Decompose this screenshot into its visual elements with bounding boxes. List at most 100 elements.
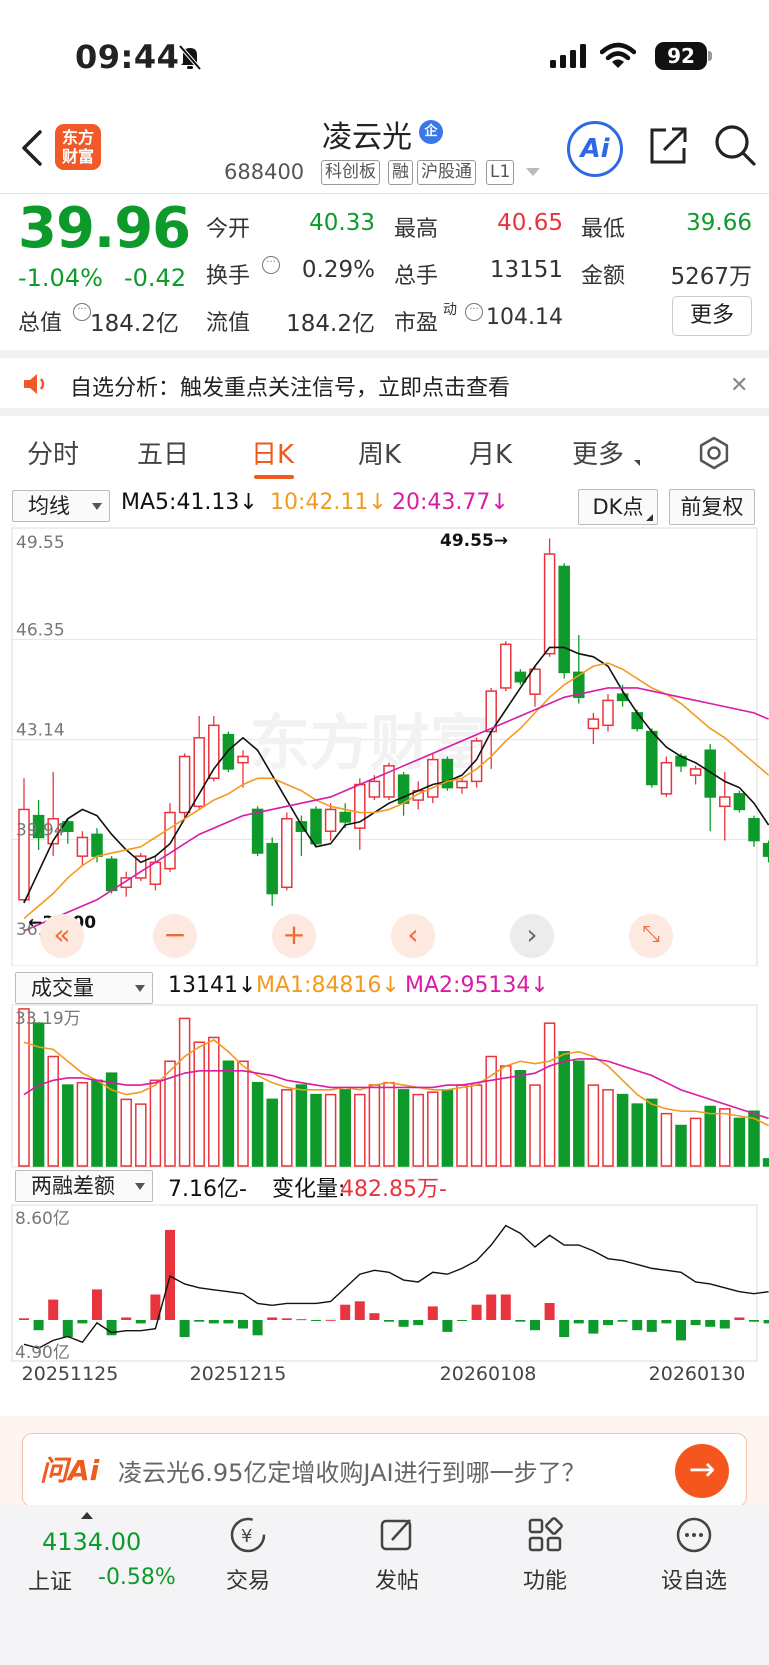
ai-question-bar[interactable] xyxy=(22,1433,747,1507)
margin-bar xyxy=(588,1320,599,1334)
chart-frame xyxy=(11,527,758,966)
volume-bar xyxy=(178,1017,191,1167)
change-percent: -1.04% xyxy=(18,264,103,292)
tags-chevron-down-icon[interactable] xyxy=(526,168,540,176)
volume-bar xyxy=(470,1084,483,1167)
nav-trade[interactable]: ¥ 交易 xyxy=(203,1515,293,1595)
margin-bar xyxy=(719,1320,730,1329)
candle-body xyxy=(120,877,132,889)
tab-weekly-k[interactable]: 周K xyxy=(358,440,402,470)
candle-body xyxy=(733,793,746,811)
candle-body xyxy=(719,796,731,808)
volume-value: 13151 xyxy=(489,257,563,283)
zoom-in-button[interactable]: + xyxy=(272,914,316,958)
ai-suggested-question[interactable]: 凌云光6.95亿定增收购JAI进行到哪一步了？ xyxy=(118,1459,586,1487)
share-icon[interactable] xyxy=(646,124,690,168)
speaker-icon xyxy=(24,374,45,394)
nav-post[interactable]: 发帖 xyxy=(352,1515,442,1595)
margin-bar xyxy=(281,1318,292,1320)
candle-body xyxy=(558,565,570,674)
ai-button[interactable]: Ai xyxy=(567,121,623,177)
scroll-right-button[interactable]: › xyxy=(510,914,554,958)
back-arrow-icon[interactable] xyxy=(18,128,48,168)
candle-body xyxy=(427,758,439,798)
market-cap-info-icon[interactable]: ··· xyxy=(73,303,91,321)
divider xyxy=(0,350,769,358)
volume-bar xyxy=(543,1022,556,1167)
volume-bar xyxy=(412,1093,424,1167)
tab-monthly-k[interactable]: 月K xyxy=(469,440,513,470)
volume-bar xyxy=(208,1036,220,1167)
nav-add-watchlist[interactable]: 设自选 xyxy=(649,1515,739,1595)
margin-bar xyxy=(77,1320,88,1324)
volume-bar xyxy=(62,1084,74,1167)
candle-body xyxy=(91,833,103,857)
alert-message[interactable]: 自选分析：触发重点关注信号，立即点击查看 xyxy=(70,376,511,401)
volume-bar xyxy=(397,1089,410,1167)
scroll-left-button[interactable]: ‹ xyxy=(391,914,435,958)
margin-bar xyxy=(121,1317,132,1320)
volume-ma2: MA2:95134↓ xyxy=(405,973,549,998)
tab-intraday[interactable]: 分时 xyxy=(27,440,80,470)
volume-bar xyxy=(631,1103,643,1167)
volume-bar xyxy=(441,1089,454,1167)
market-cap-label: 总值 xyxy=(18,311,63,336)
zoom-out-button[interactable]: − xyxy=(153,914,197,958)
margin-bar xyxy=(734,1317,745,1320)
arrow-right-icon[interactable]: → xyxy=(675,1444,729,1498)
candle-body xyxy=(237,755,249,764)
volume-bar xyxy=(529,1084,541,1167)
candle-body xyxy=(149,861,162,885)
volume-indicator-select[interactable]: 成交量 xyxy=(15,972,153,1004)
margin-bar xyxy=(573,1320,584,1324)
turnover-info-icon[interactable]: ··· xyxy=(262,256,280,274)
search-icon[interactable] xyxy=(713,122,759,168)
pe-info-icon[interactable]: ··· xyxy=(465,303,483,321)
bell-muted-icon xyxy=(178,44,202,71)
index-expand-caret-icon[interactable] xyxy=(81,1512,93,1519)
volume-ma2-line xyxy=(23,1058,769,1120)
volume-bar xyxy=(660,1112,673,1167)
volume-bar xyxy=(193,1041,205,1167)
tab-daily-k[interactable]: 日K xyxy=(251,440,295,470)
volume-chart[interactable]: 33.19万 xyxy=(0,1004,769,1169)
pe-label: 市盈 xyxy=(394,311,439,336)
margin-bar xyxy=(296,1319,307,1321)
margin-chart[interactable]: 8.60亿 4.90亿 20251125 20251215 20260108 2026… xyxy=(0,1204,769,1384)
indicator-select[interactable]: 均线 xyxy=(12,490,110,522)
edit-icon xyxy=(380,1519,412,1551)
candle-body xyxy=(383,765,395,798)
gear-icon[interactable] xyxy=(697,436,731,470)
ma10-line xyxy=(23,662,769,920)
margin-indicator-select[interactable]: 两融差额 xyxy=(15,1170,153,1202)
ma5-line xyxy=(23,646,769,904)
more-quote-button[interactable]: 更多 xyxy=(672,296,752,336)
margin-bar xyxy=(632,1320,643,1331)
stock-name: 凌云光 xyxy=(322,120,412,155)
candle-body xyxy=(76,836,89,857)
tab-more-caret-icon xyxy=(634,460,640,466)
ma20-line xyxy=(23,687,769,932)
volume-bar xyxy=(18,1008,30,1167)
max-price-annotation: 49.55→ xyxy=(440,531,508,551)
index-change[interactable]: -0.58% xyxy=(98,1565,176,1590)
price-adjust-button[interactable]: 前复权 xyxy=(669,489,755,525)
x-axis-date-label: 20251215 xyxy=(190,1363,287,1384)
candle-body xyxy=(251,808,264,854)
expand-icon[interactable]: ⤡ xyxy=(629,914,673,958)
dk-point-button[interactable]: DK点 xyxy=(578,489,658,525)
logo-line-1: 东方 xyxy=(61,128,94,147)
nav-functions[interactable]: 功能 xyxy=(500,1515,590,1595)
close-icon[interactable]: ✕ xyxy=(730,373,749,398)
margin-bar xyxy=(106,1320,117,1336)
scroll-start-button[interactable]: « xyxy=(40,914,84,958)
tab-five-day[interactable]: 五日 xyxy=(137,440,190,470)
candle-body xyxy=(47,818,59,845)
tab-more[interactable]: 更多 xyxy=(572,440,625,470)
margin-bar xyxy=(500,1294,511,1320)
candle-body xyxy=(193,737,205,808)
index-name[interactable]: 上证 xyxy=(28,1570,73,1595)
volume-bar xyxy=(266,1098,278,1167)
index-value[interactable]: 4134.00 xyxy=(42,1528,142,1556)
